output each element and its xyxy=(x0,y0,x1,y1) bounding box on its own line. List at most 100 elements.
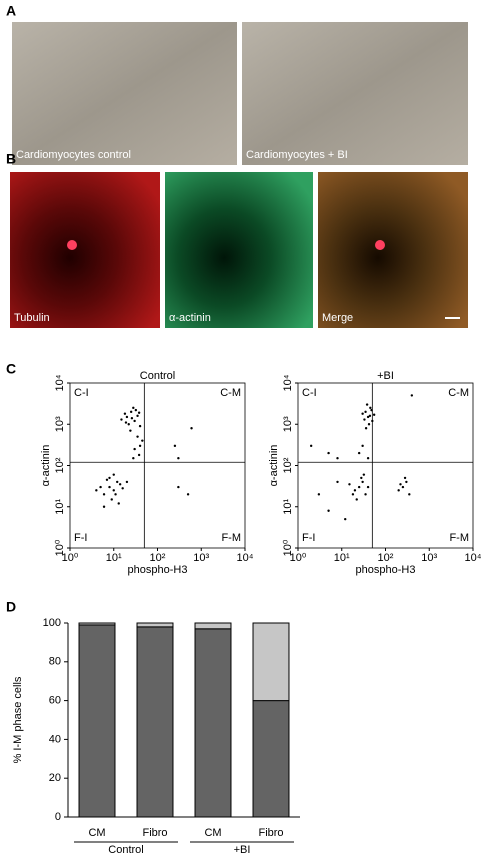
event-dot xyxy=(99,485,102,489)
event-dot xyxy=(397,489,400,492)
x-tick-label: 10³ xyxy=(421,552,437,564)
event-dot xyxy=(132,406,135,410)
event-dot xyxy=(361,480,364,484)
panel-label: C xyxy=(6,361,16,377)
event-dot xyxy=(401,485,405,489)
event-dot xyxy=(124,421,128,424)
group-label: +BI xyxy=(234,844,251,856)
event-dot xyxy=(353,489,357,492)
event-dot xyxy=(136,414,139,418)
y-tick-label: 10² xyxy=(282,457,294,473)
bar-segment xyxy=(194,628,232,818)
bar-segment xyxy=(252,700,290,818)
event-dot xyxy=(405,480,408,484)
event-dot xyxy=(365,403,369,406)
event-dot xyxy=(116,480,119,484)
y-axis-title: α-actinin xyxy=(268,445,280,487)
y-tick-label: 60 xyxy=(49,695,61,707)
chart-title: +BI xyxy=(377,370,394,382)
event-dot xyxy=(403,476,407,480)
event-dot xyxy=(125,415,129,419)
event-dot xyxy=(118,483,122,486)
y-tick-label: 0 xyxy=(55,811,61,823)
x-axis-title: phospho-H3 xyxy=(356,564,416,576)
bar-segment xyxy=(252,622,290,702)
event-dot xyxy=(190,427,193,430)
event-dot xyxy=(348,483,351,486)
fluorescence-image xyxy=(165,172,313,328)
event-dot xyxy=(129,410,133,414)
event-dot xyxy=(95,489,98,492)
event-dot xyxy=(102,493,106,496)
event-dot xyxy=(357,485,361,489)
quadrant-label: F-M xyxy=(449,532,469,544)
event-dot xyxy=(177,457,180,460)
y-tick-label: 10³ xyxy=(282,416,294,432)
chart-title: Control xyxy=(140,370,175,382)
bar-segment xyxy=(194,622,232,630)
plot-frame xyxy=(69,382,246,549)
y-tick-label: 10¹ xyxy=(54,498,66,514)
event-dot xyxy=(102,505,106,508)
quadrant-label: C-M xyxy=(220,387,241,399)
y-tick-label: 10⁴ xyxy=(282,374,294,391)
y-tick-label: 20 xyxy=(49,772,61,784)
panel-label: D xyxy=(6,599,16,615)
quadrant-label: F-I xyxy=(302,532,315,544)
event-dot xyxy=(399,483,402,486)
image-label: Tubulin xyxy=(14,312,50,324)
event-dot xyxy=(112,473,115,476)
fluorescence-image xyxy=(318,172,468,328)
spindle xyxy=(375,240,385,250)
event-dot xyxy=(366,485,370,489)
event-dot xyxy=(136,435,139,438)
event-dot xyxy=(138,424,142,428)
event-dot xyxy=(364,493,367,496)
x-tick-label: 10¹ xyxy=(334,552,350,564)
image-label: Cardiomyocytes + BI xyxy=(246,149,348,161)
event-dot xyxy=(132,457,135,460)
quadrant-label: C-M xyxy=(448,387,469,399)
bar-segment xyxy=(136,622,174,628)
event-dot xyxy=(336,480,339,484)
x-tick-label: Fibro xyxy=(142,827,167,839)
event-dot xyxy=(186,493,190,496)
x-tick-label: 10² xyxy=(150,552,166,564)
event-dot xyxy=(133,447,136,451)
group-label: Control xyxy=(108,844,143,856)
micrograph xyxy=(12,22,237,165)
event-dot xyxy=(177,485,180,489)
y-tick-label: 40 xyxy=(49,733,61,745)
event-dot xyxy=(364,410,367,414)
panel-label: A xyxy=(6,3,16,19)
event-dot xyxy=(369,406,372,410)
image-label: α-actinin xyxy=(169,312,211,324)
event-dot xyxy=(372,413,376,416)
y-tick-label: 10² xyxy=(54,457,66,473)
event-dot xyxy=(408,493,411,496)
x-tick-label: 10³ xyxy=(193,552,209,564)
event-dot xyxy=(362,473,366,476)
image-label: Cardiomyocytes control xyxy=(16,149,131,161)
event-dot xyxy=(357,451,361,455)
event-dot xyxy=(130,417,134,420)
event-dot xyxy=(327,509,330,512)
y-tick-label: 100 xyxy=(43,617,61,629)
event-dot xyxy=(138,444,142,448)
event-dot xyxy=(137,411,141,414)
x-tick-label: 10⁰ xyxy=(62,552,79,564)
y-tick-label: 10¹ xyxy=(282,498,294,514)
x-tick-label: 10⁴ xyxy=(237,552,254,564)
plot-frame xyxy=(297,382,474,549)
event-dot xyxy=(367,423,371,426)
event-dot xyxy=(114,493,117,496)
event-dot xyxy=(129,429,132,432)
y-tick-label: 10⁴ xyxy=(54,374,66,391)
event-dot xyxy=(108,476,111,480)
event-dot xyxy=(133,419,136,423)
event-dot xyxy=(368,414,372,418)
x-tick-label: 10⁰ xyxy=(290,552,307,564)
event-dot xyxy=(173,444,177,448)
event-dot xyxy=(366,415,370,419)
